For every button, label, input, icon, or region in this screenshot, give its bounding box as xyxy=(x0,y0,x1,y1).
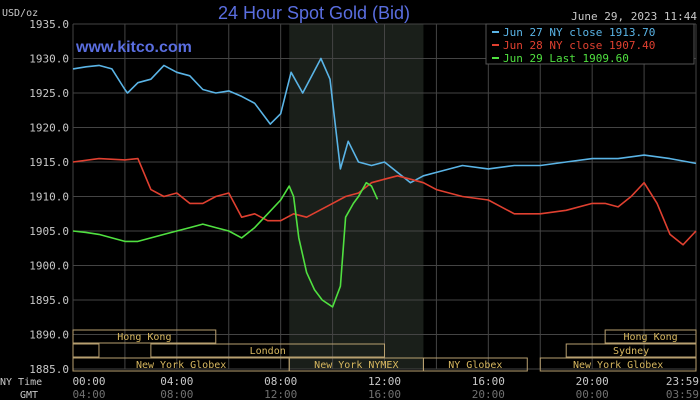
x-axis-row-label: GMT xyxy=(20,390,38,400)
session-box xyxy=(422,357,528,372)
grid xyxy=(72,23,697,370)
y-axis-label: USD/oz xyxy=(2,8,38,19)
x-tick-label: 04:00 xyxy=(72,388,105,400)
series-line-0 xyxy=(72,57,697,184)
series-line-2 xyxy=(72,181,379,308)
session-box xyxy=(72,343,100,358)
x-tick-label: 00:00 xyxy=(72,375,105,388)
session-box xyxy=(150,343,385,358)
y-tick-label: 1935.0 xyxy=(29,18,69,31)
x-axis: NY Time 00:00 04:00 08:00 12:00 16:00 20:00 23:… xyxy=(0,375,699,400)
y-tick-label: 1890.0 xyxy=(29,329,69,342)
session-label: New York NYMEX xyxy=(314,360,398,371)
y-tick-label: 1910.0 xyxy=(29,191,69,204)
y-tick-label: 1900.0 xyxy=(29,260,69,273)
session-label: London xyxy=(250,346,286,357)
x-tick-label: 03:59 xyxy=(666,388,699,400)
session-box xyxy=(604,329,697,344)
x-tick-label: 20:00 xyxy=(576,375,609,388)
chart-title: 24 Hour Spot Gold (Bid) xyxy=(218,3,410,23)
x-tick-label: 16:00 xyxy=(472,375,505,388)
legend-box xyxy=(485,23,695,65)
session-box xyxy=(565,343,697,358)
session-label: New York Globex xyxy=(573,360,663,371)
series-line-1 xyxy=(72,157,697,246)
y-tick-label: 1905.0 xyxy=(29,225,69,238)
legend-entry: Jun 28 NY close 1907.40 xyxy=(503,39,655,52)
x-tick-label: 16:00 xyxy=(368,388,401,400)
y-tick-label: 1930.0 xyxy=(29,53,69,66)
kitco-watermark: www.kitco.com xyxy=(75,39,192,56)
legend-entry: Jun 29 Last 1909.60 xyxy=(503,52,629,65)
market-sessions: Hong Kong Hong Kong London Sydney New York G… xyxy=(72,329,697,372)
y-axis: 1935.0 1930.0 1925.0 1920.0 1915.0 1910.0 1905… xyxy=(29,18,69,376)
session-box xyxy=(72,329,217,344)
session-label: Sydney xyxy=(613,346,649,357)
y-tick-label: 1895.0 xyxy=(29,294,69,307)
x-tick-label: 12:00 xyxy=(264,388,297,400)
session-box xyxy=(539,357,697,372)
x-tick-label: 08:00 xyxy=(264,375,297,388)
x-tick-label: 04:00 xyxy=(160,375,193,388)
legend-entry: Jun 27 NY close 1913.70 xyxy=(503,26,655,39)
x-tick-label: 23:59 xyxy=(666,375,699,388)
y-tick-label: 1925.0 xyxy=(29,87,69,100)
y-tick-label: 1915.0 xyxy=(29,156,69,169)
x-axis-row-label: NY Time xyxy=(0,377,42,388)
series-lines xyxy=(72,57,697,308)
session-label: New York Globex xyxy=(136,360,226,371)
y-tick-label: 1920.0 xyxy=(29,122,69,135)
y-tick-label: 1885.0 xyxy=(29,363,69,376)
x-tick-label: 20:00 xyxy=(472,388,505,400)
session-label: Hong Kong xyxy=(117,332,171,343)
x-tick-label: 12:00 xyxy=(368,375,401,388)
session-label: NY Globex xyxy=(448,360,502,371)
session-label: Hong Kong xyxy=(623,332,677,343)
x-tick-label: 00:00 xyxy=(576,388,609,400)
x-tick-label: 08:00 xyxy=(160,388,193,400)
timestamp: June 29, 2023 11:44 xyxy=(571,10,697,23)
